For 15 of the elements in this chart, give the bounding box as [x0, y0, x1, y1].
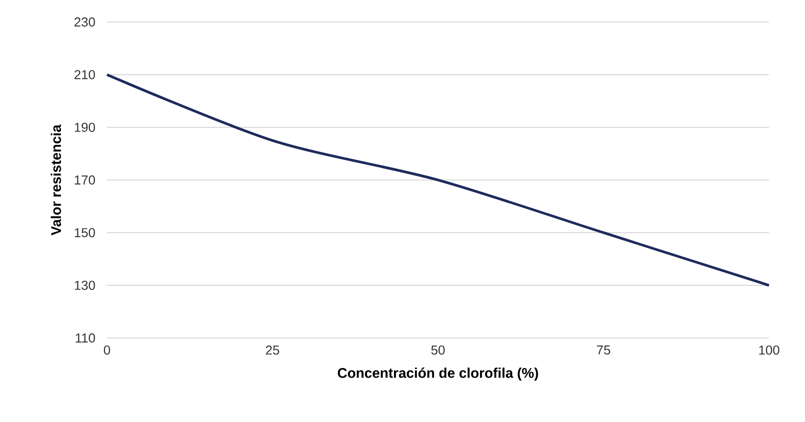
y-axis-title: Valor resistencia [50, 124, 62, 236]
x-axis-title: Concentración de clorofila (%) [338, 368, 538, 381]
y-tick-label: 210 [74, 70, 95, 80]
y-tick-label: 110 [76, 333, 95, 343]
x-tick-label: 100 [759, 346, 780, 355]
y-tick-label: 190 [74, 122, 95, 132]
x-tick-label: 75 [596, 346, 610, 355]
line-series [106, 73, 770, 287]
y-tick-label: 150 [74, 228, 95, 238]
x-tick-label: 50 [431, 346, 445, 355]
x-tick-label: 25 [266, 346, 280, 355]
y-tick-label: 130 [74, 280, 95, 290]
y-tick-label: 170 [74, 175, 95, 185]
y-tick-label: 230 [74, 17, 95, 27]
x-tick-label: 0 [104, 346, 110, 355]
